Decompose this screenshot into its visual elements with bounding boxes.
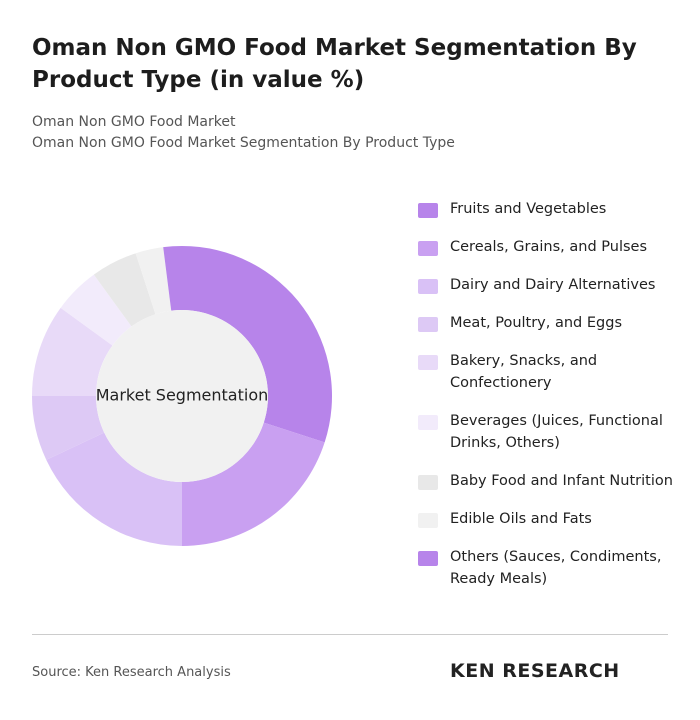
legend-swatch [418,203,438,218]
legend: Fruits and Vegetables Cereals, Grains, an… [418,198,678,606]
legend-item: Meat, Poultry, and Eggs [418,312,678,334]
legend-item: Dairy and Dairy Alternatives [418,274,678,296]
divider [32,634,668,635]
legend-item: Others (Sauces, Condiments, Ready Meals) [418,546,678,590]
donut-slice [32,307,113,396]
donut-slice [32,396,105,460]
source: Source: Ken Research Analysis [32,665,231,680]
subtitle: Oman Non GMO Food Market [32,114,236,130]
legend-swatch [418,317,438,332]
legend-label: Fruits and Vegetables [450,201,607,217]
legend-swatch [418,475,438,490]
subtitle: Oman Non GMO Food Market Segmentation By… [32,135,455,151]
legend-item: Edible Oils and Fats [418,508,678,530]
legend-label: Beverages (Juices, Functional Drinks, Ot… [450,413,663,451]
donut-slice [163,246,182,311]
donut-chart: Market Segmentation [32,246,333,546]
legend-swatch [418,513,438,528]
legend-label: Dairy and Dairy Alternatives [450,277,656,293]
legend-label: Meat, Poultry, and Eggs [450,315,622,331]
legend-swatch [418,551,438,566]
donut-slice [135,247,172,315]
brand-logo: KEN RESEARCH [450,660,620,682]
donut-slice [46,432,183,546]
legend-label: Baby Food and Infant Nutrition [450,473,673,489]
legend-label: Bakery, Snacks, and Confectionery [450,353,598,391]
legend-swatch [418,241,438,256]
legend-item: Beverages (Juices, Functional Drinks, Ot… [418,410,678,454]
legend-item: Fruits and Vegetables [418,198,678,220]
donut-slice [60,274,132,346]
chart-title: Oman Non GMO Food Market Segmentation By… [32,35,637,93]
legend-label: Edible Oils and Fats [450,511,592,527]
legend-label: Others (Sauces, Condiments, Ready Meals) [450,549,662,587]
donut-hole [96,310,268,482]
legend-item: Bakery, Snacks, and Confectionery [418,350,678,394]
center-label: Market Segmentation [96,386,269,405]
legend-swatch [418,415,438,430]
legend-item: Baby Food and Infant Nutrition [418,470,678,492]
legend-item: Cereals, Grains, and Pulses [418,236,678,258]
legend-label: Cereals, Grains, and Pulses [450,239,647,255]
legend-swatch [418,355,438,370]
legend-swatch [418,279,438,294]
donut-slice [182,422,325,546]
donut-slice [182,246,333,443]
donut-slice [93,253,156,327]
